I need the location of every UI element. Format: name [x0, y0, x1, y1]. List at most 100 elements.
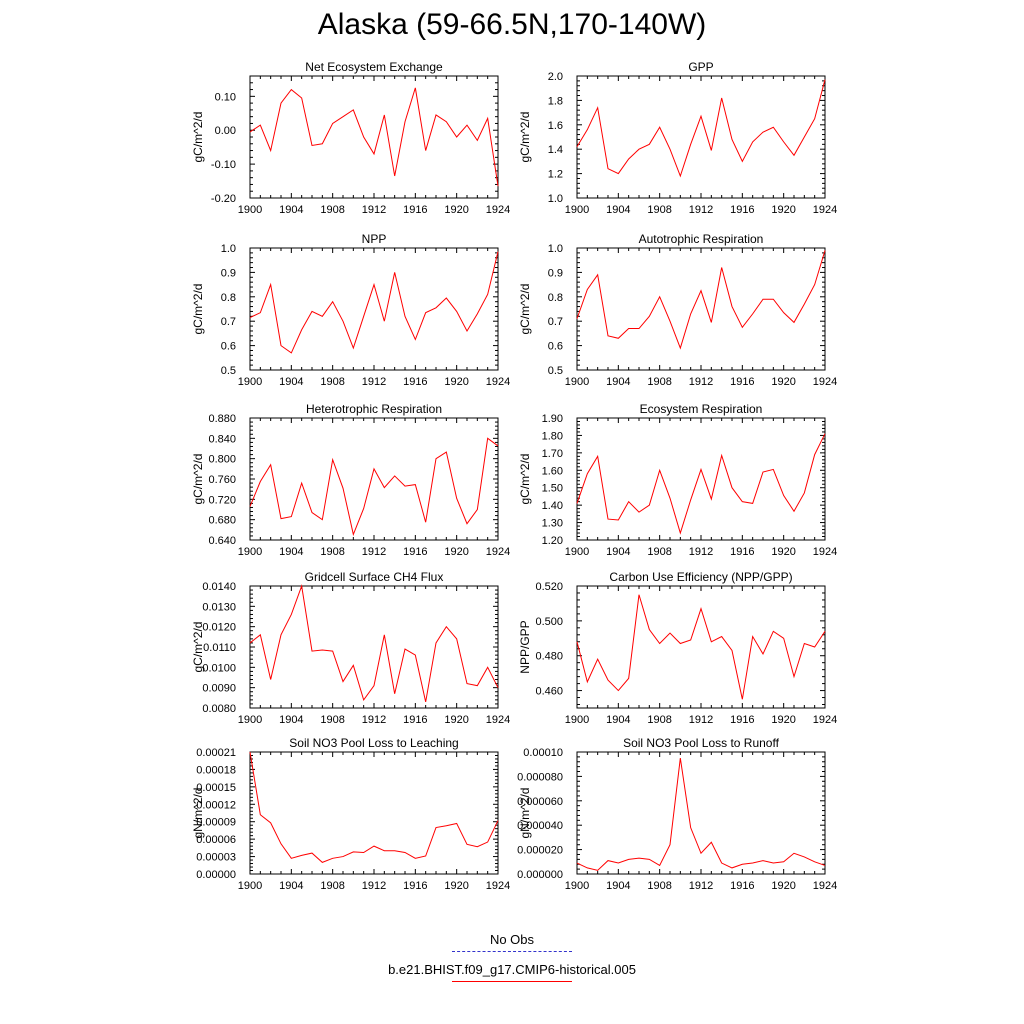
x-tick-label: 1920: [771, 880, 795, 892]
y-tick-label: 0.00: [215, 125, 236, 137]
y-tick-label: 1.90: [542, 413, 563, 425]
x-tick-label: 1900: [238, 376, 262, 388]
y-tick-label: 0.10: [215, 91, 236, 103]
x-tick-label: 1912: [689, 880, 713, 892]
y-tick-label: 0.840: [208, 433, 236, 445]
x-tick-label: 1912: [689, 376, 713, 388]
chart-title: Heterotrophic Respiration: [306, 402, 442, 416]
y-tick-label: 0.460: [535, 686, 563, 698]
legend-label-model: b.e21.BHIST.f09_g17.CMIP6-historical.005: [388, 962, 636, 977]
x-tick-label: 1908: [320, 714, 344, 726]
y-tick-label: 0.5: [221, 365, 236, 377]
chart-title: GPP: [688, 60, 713, 74]
series-line: [576, 758, 826, 871]
x-tick-label: 1908: [647, 546, 671, 558]
series-line: [576, 433, 826, 535]
y-tick-label: 0.5: [548, 365, 563, 377]
x-tick-label: 1912: [362, 376, 386, 388]
x-tick-label: 1920: [444, 204, 468, 216]
page-title: Alaska (59-66.5N,170-140W): [317, 8, 707, 41]
x-tick-label: 1900: [565, 546, 589, 558]
x-tick-label: 1912: [689, 204, 713, 216]
plot-frame: [576, 75, 826, 199]
x-tick-label: 1908: [647, 880, 671, 892]
legend-line-model: [452, 981, 572, 982]
chart-carbon-use-efficiency-npp-gpp: Carbon Use Efficiency (NPP/GPP) NPP/GPP 19…: [518, 570, 837, 726]
y-axis-label: gC/m^2/d: [518, 112, 532, 163]
x-tick-label: 1900: [565, 204, 589, 216]
x-tick-label: 1900: [565, 376, 589, 388]
legend-entry-no-obs: No Obs: [0, 932, 1024, 952]
x-tick-label: 1904: [606, 204, 630, 216]
y-tick-label: 1.0: [548, 193, 563, 205]
y-tick-label: 0.00006: [196, 834, 236, 846]
x-tick-label: 1924: [813, 714, 837, 726]
y-tick-label: 0.720: [208, 494, 236, 506]
chart-net-ecosystem-exchange: Net Ecosystem Exchange gC/m^2/d 1900 1904 19…: [191, 60, 510, 216]
x-tick-label: 1908: [647, 204, 671, 216]
plot-frame: [576, 751, 826, 875]
y-tick-label: 1.30: [542, 518, 563, 530]
y-tick-label: 0.7: [548, 316, 563, 328]
x-tick-label: 1920: [444, 714, 468, 726]
x-tick-label: 1920: [444, 880, 468, 892]
x-tick-label: 1916: [403, 376, 427, 388]
x-tick-label: 1904: [279, 714, 303, 726]
y-tick-label: 1.6: [548, 120, 563, 132]
y-tick-label: 0.640: [208, 535, 236, 547]
y-tick-label: 0.000000: [517, 869, 563, 881]
y-tick-label: 0.00009: [196, 817, 236, 829]
y-tick-label: 1.40: [542, 500, 563, 512]
y-tick-label: 0.0100: [202, 662, 236, 674]
y-axis-label: gC/m^2/d: [191, 112, 205, 163]
x-tick-label: 1916: [730, 714, 754, 726]
y-tick-label: 0.0140: [202, 581, 236, 593]
x-tick-label: 1904: [606, 880, 630, 892]
series-line: [249, 751, 499, 863]
x-tick-label: 1904: [279, 880, 303, 892]
chart-gpp: GPP gC/m^2/d 1900 1904 1908 1912 1916 1920 1924 1…: [518, 60, 837, 216]
x-tick-label: 1916: [403, 546, 427, 558]
plot-frame: [249, 751, 499, 875]
chart-title: Autotrophic Respiration: [639, 232, 764, 246]
plot-frame: [249, 247, 499, 371]
chart-heterotrophic-respiration: Heterotrophic Respiration gC/m^2/d 1900 190…: [191, 402, 510, 558]
y-axis-label: gC/m^2/d: [518, 454, 532, 505]
y-tick-label: 0.0110: [203, 642, 236, 654]
chart-title: Gridcell Surface CH4 Flux: [305, 570, 444, 584]
y-tick-label: 0.6: [548, 341, 563, 353]
y-tick-label: 0.00012: [196, 799, 236, 811]
series-line: [576, 250, 826, 350]
y-axis-label: gC/m^2/d: [191, 454, 205, 505]
x-tick-label: 1924: [486, 376, 510, 388]
series-line: [249, 87, 499, 187]
y-tick-label: 0.000080: [517, 771, 563, 783]
y-tick-label: 0.520: [535, 581, 563, 593]
y-tick-label: 1.8: [548, 95, 563, 107]
y-tick-label: 0.00018: [196, 764, 236, 776]
x-tick-label: 1920: [444, 546, 468, 558]
y-tick-label: 0.800: [208, 454, 236, 466]
x-tick-label: 1920: [444, 376, 468, 388]
y-tick-label: 0.000060: [517, 796, 563, 808]
series-line: [249, 251, 499, 354]
plot-frame: [576, 585, 826, 709]
y-tick-label: 1.70: [542, 448, 563, 460]
plot-frame: [249, 417, 499, 541]
x-tick-label: 1900: [565, 880, 589, 892]
x-tick-label: 1916: [730, 204, 754, 216]
y-axis-label: gC/m^2/d: [191, 284, 205, 335]
x-tick-label: 1908: [647, 376, 671, 388]
chart-npp: NPP gC/m^2/d 1900 1904 1908 1912 1916 1920 1924 0…: [191, 232, 510, 388]
y-tick-label: 0.000020: [517, 845, 563, 857]
x-tick-label: 1912: [362, 714, 386, 726]
y-tick-label: 0.9: [221, 267, 236, 279]
y-tick-label: 1.0: [221, 243, 236, 255]
chart-soil-no3-pool-loss-to-leaching: Soil NO3 Pool Loss to Leaching gN/m^2/d 19…: [191, 736, 510, 892]
chart-panels: Net Ecosystem Exchange gC/m^2/d 1900 1904 19…: [191, 60, 837, 892]
chart-autotrophic-respiration: Autotrophic Respiration gC/m^2/d 1900 1904 1…: [518, 232, 837, 388]
x-tick-label: 1916: [403, 714, 427, 726]
x-tick-label: 1900: [238, 204, 262, 216]
y-tick-label: 0.680: [208, 515, 236, 527]
x-tick-label: 1924: [486, 880, 510, 892]
